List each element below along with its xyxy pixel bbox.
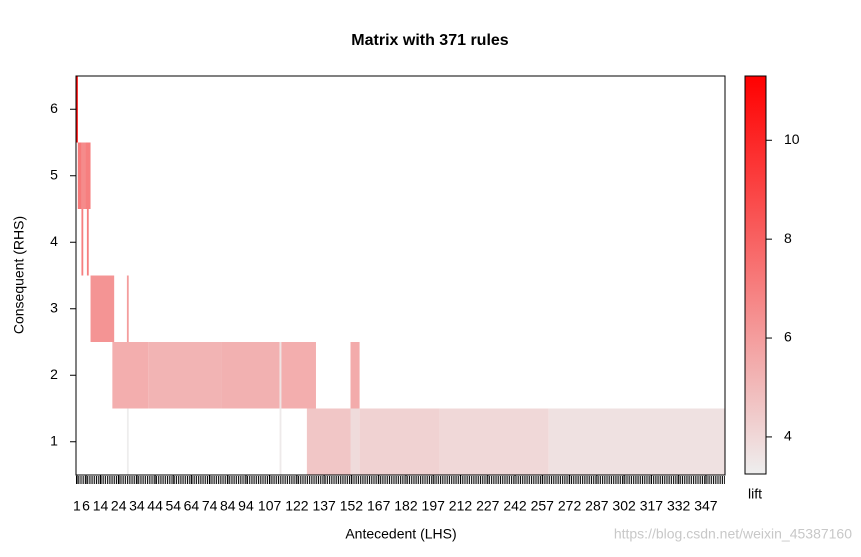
y-tick-label: 3 bbox=[50, 299, 58, 315]
plot-frame bbox=[75, 75, 726, 476]
x-tick-label: 152 bbox=[340, 498, 364, 514]
x-tick-label: 107 bbox=[258, 498, 282, 514]
y-axis-label: Consequent (RHS) bbox=[11, 216, 27, 334]
matrix-cell bbox=[85, 142, 91, 209]
matrix-cell bbox=[81, 209, 84, 276]
matrix-cell bbox=[306, 408, 351, 475]
matrix-cell bbox=[439, 408, 549, 475]
x-tick-label: 347 bbox=[694, 498, 718, 514]
x-tick-label: 197 bbox=[422, 498, 446, 514]
x-tick-label: 94 bbox=[238, 498, 254, 514]
matrix-cell bbox=[126, 408, 129, 475]
x-tick-label: 257 bbox=[531, 498, 555, 514]
x-tick-label: 287 bbox=[585, 498, 609, 514]
matrix-cell bbox=[77, 142, 82, 209]
matrix-cell bbox=[90, 275, 115, 342]
chart-title: Matrix with 371 rules bbox=[351, 32, 508, 49]
y-tick-label: 1 bbox=[50, 432, 58, 448]
x-tick-label: 317 bbox=[640, 498, 664, 514]
matrix-cell bbox=[281, 342, 316, 409]
x-tick-label: 54 bbox=[165, 498, 181, 514]
colorbar-tick-label: 10 bbox=[784, 131, 800, 147]
colorbar-tick-label: 6 bbox=[784, 329, 792, 345]
x-tick-label: 34 bbox=[129, 498, 145, 514]
x-tick-label: 167 bbox=[367, 498, 391, 514]
matrix-cell bbox=[359, 408, 440, 475]
matrix-cell bbox=[86, 209, 89, 276]
colorbar-tick-label: 8 bbox=[784, 230, 792, 246]
matrix-cell bbox=[279, 408, 282, 475]
x-tick-label: 74 bbox=[202, 498, 218, 514]
minor-ticks bbox=[76, 476, 725, 484]
x-tick-label: 64 bbox=[184, 498, 200, 514]
matrix-cell bbox=[81, 142, 86, 209]
matrix-cell bbox=[126, 275, 129, 342]
matrix-cell bbox=[548, 408, 725, 475]
y-tick-label: 4 bbox=[50, 233, 58, 249]
x-tick-label: 332 bbox=[667, 498, 691, 514]
colorbar bbox=[744, 75, 767, 475]
x-tick-label: 6 bbox=[82, 498, 90, 514]
x-tick-label: 212 bbox=[449, 498, 473, 514]
y-tick-label: 6 bbox=[50, 100, 58, 116]
x-tick-label: 84 bbox=[220, 498, 236, 514]
matrix-cell bbox=[279, 342, 282, 409]
x-tick-label: 182 bbox=[394, 498, 418, 514]
matrix-cell bbox=[76, 76, 78, 143]
x-tick-label: 302 bbox=[612, 498, 636, 514]
matrix-cell bbox=[148, 342, 222, 409]
watermark: https://blog.csdn.net/weixin_45387160 bbox=[614, 526, 852, 542]
x-tick-label: 137 bbox=[312, 498, 336, 514]
matrix-cell bbox=[350, 342, 360, 409]
x-tick-label: 227 bbox=[476, 498, 500, 514]
matrix-cell bbox=[221, 342, 280, 409]
y-tick-label: 5 bbox=[50, 166, 58, 182]
colorbar-label: lift bbox=[748, 486, 762, 502]
x-tick-label: 44 bbox=[147, 498, 163, 514]
matrix-cell bbox=[112, 342, 149, 409]
colorbar-tick-label: 4 bbox=[784, 428, 792, 444]
x-tick-label: 1 bbox=[73, 498, 81, 514]
x-axis-label: Antecedent (LHS) bbox=[345, 526, 456, 542]
x-tick-label: 242 bbox=[503, 498, 527, 514]
y-tick-label: 2 bbox=[50, 366, 58, 382]
x-tick-label: 14 bbox=[93, 498, 109, 514]
x-tick-label: 272 bbox=[558, 498, 582, 514]
x-tick-label: 122 bbox=[285, 498, 309, 514]
x-tick-label: 24 bbox=[111, 498, 127, 514]
matrix-cell bbox=[350, 408, 360, 475]
